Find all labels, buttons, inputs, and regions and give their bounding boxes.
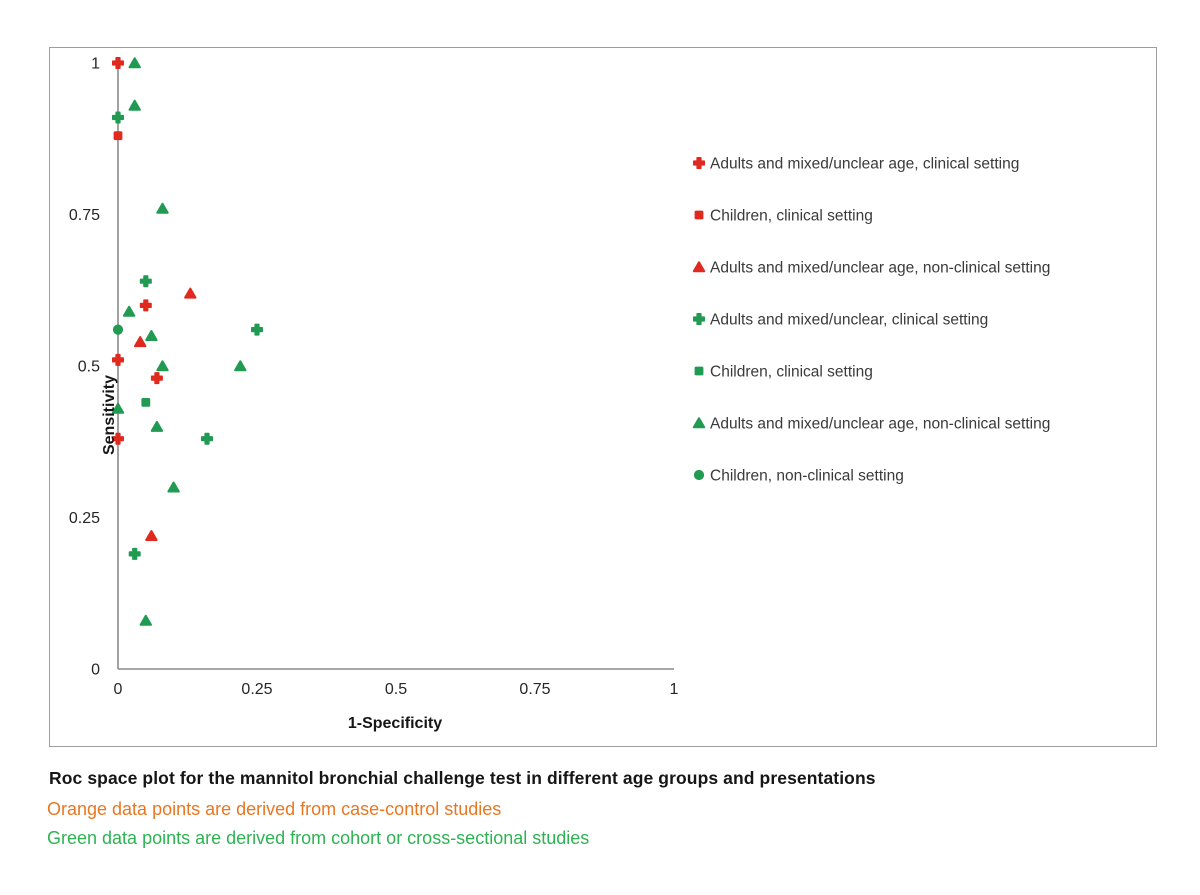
caption-green-note: Green data points are derived from cohor… xyxy=(47,828,590,848)
chart-figure: 0 0.25 0.5 0.75 1 0 0.25 0.5 0.75 1 Adults and mi… xyxy=(49,47,1157,747)
data-point xyxy=(112,324,124,335)
triangle-marker-icon xyxy=(145,530,158,542)
y-tick-label: 0.75 xyxy=(69,207,100,224)
legend-item: Children, clinical setting xyxy=(694,364,873,381)
plus-marker-icon xyxy=(128,547,141,560)
triangle-marker-icon xyxy=(145,330,158,342)
plus-marker-icon xyxy=(693,313,705,325)
data-point xyxy=(141,398,151,407)
x-tick-label: 0.25 xyxy=(241,681,272,698)
circle-marker-icon xyxy=(693,469,705,481)
axes-layer xyxy=(117,63,674,670)
legend-label: Adults and mixed/unclear, clinical setti… xyxy=(710,312,988,329)
legend-item: Children, clinical setting xyxy=(694,208,873,225)
plus-marker-icon xyxy=(139,299,152,312)
roc-scatter-plot: 0 0.25 0.5 0.75 1 0 0.25 0.5 0.75 1 Adults and mi… xyxy=(69,56,1050,733)
data-point xyxy=(150,420,164,432)
legend-item: Adults and mixed/unclear age, clinical s… xyxy=(693,156,1019,173)
y-tick-label: 0.25 xyxy=(69,510,100,527)
triangle-marker-icon xyxy=(150,420,164,432)
triangle-marker-icon xyxy=(128,99,141,111)
triangle-marker-icon xyxy=(167,481,180,493)
legend-label: Children, clinical setting xyxy=(710,364,873,381)
data-point xyxy=(251,323,263,336)
triangle-marker-icon xyxy=(184,287,197,299)
triangle-marker-icon xyxy=(122,305,136,317)
plus-marker-icon xyxy=(112,432,124,445)
x-tick-label: 1 xyxy=(670,681,679,698)
caption-title: Roc space plot for the mannitol bronchia… xyxy=(49,768,876,788)
chart-legend: Adults and mixed/unclear age, clinical s… xyxy=(692,156,1050,485)
legend-label: Adults and mixed/unclear age, non-clinic… xyxy=(710,416,1050,433)
triangle-marker-icon xyxy=(234,360,247,372)
plus-marker-icon xyxy=(693,157,705,169)
data-point xyxy=(156,202,169,214)
data-point xyxy=(234,360,247,372)
data-point xyxy=(201,432,213,445)
caption-orange-note: Orange data points are derived from case… xyxy=(47,799,502,819)
data-point xyxy=(145,330,158,342)
x-tick-label: 0.75 xyxy=(519,681,550,698)
x-tick-label: 0 xyxy=(114,681,123,698)
plus-marker-icon xyxy=(112,57,124,69)
triangle-marker-icon xyxy=(111,402,125,414)
data-point xyxy=(112,353,124,366)
plus-marker-icon xyxy=(201,432,213,445)
x-axis-title: 1-Specificity xyxy=(348,715,442,732)
tick-labels-layer: 0 0.25 0.5 0.75 1 0 0.25 0.5 0.75 1 xyxy=(69,56,679,699)
data-point xyxy=(167,481,180,493)
data-point xyxy=(184,287,197,299)
square-marker-icon xyxy=(113,131,123,141)
data-point xyxy=(113,131,123,141)
data-point xyxy=(112,111,124,124)
legend-item: Adults and mixed/unclear age, non-clinic… xyxy=(692,260,1050,277)
data-point xyxy=(150,372,163,385)
triangle-marker-icon xyxy=(692,417,706,429)
data-point xyxy=(111,402,125,414)
legend-label: Children, non-clinical setting xyxy=(710,468,904,485)
data-point xyxy=(122,305,136,317)
data-point xyxy=(139,614,153,626)
triangle-marker-icon xyxy=(128,57,141,69)
triangle-marker-icon xyxy=(156,360,169,372)
y-tick-label: 0 xyxy=(91,662,100,679)
y-tick-label: 0.5 xyxy=(78,359,100,376)
square-marker-icon xyxy=(694,366,704,376)
legend-label: Children, clinical setting xyxy=(710,208,873,225)
legend-item: Adults and mixed/unclear age, non-clinic… xyxy=(692,416,1050,433)
square-marker-icon xyxy=(694,210,704,220)
data-point xyxy=(133,336,147,348)
x-tick-label: 0.5 xyxy=(385,681,407,698)
circle-marker-icon xyxy=(112,324,124,335)
data-points-layer xyxy=(111,57,263,626)
triangle-marker-icon xyxy=(139,614,153,626)
data-point xyxy=(128,99,141,111)
data-point xyxy=(128,57,141,69)
data-point xyxy=(112,57,124,69)
legend-item: Adults and mixed/unclear, clinical setti… xyxy=(693,312,988,329)
plus-marker-icon xyxy=(112,111,124,124)
y-tick-label: 1 xyxy=(91,56,100,73)
data-point xyxy=(128,547,141,560)
data-point xyxy=(139,299,152,312)
y-axis-title: Sensitivity xyxy=(101,375,118,455)
plus-marker-icon xyxy=(112,353,124,366)
square-marker-icon xyxy=(141,398,151,407)
data-point xyxy=(139,275,152,288)
triangle-marker-icon xyxy=(692,261,706,273)
plus-marker-icon xyxy=(150,372,163,385)
data-point xyxy=(156,360,169,372)
triangle-marker-icon xyxy=(156,202,169,214)
triangle-marker-icon xyxy=(133,336,147,348)
data-point xyxy=(112,432,124,445)
legend-label: Adults and mixed/unclear age, non-clinic… xyxy=(710,260,1050,277)
data-point xyxy=(145,530,158,542)
plus-marker-icon xyxy=(251,323,263,336)
legend-item: Children, non-clinical setting xyxy=(693,468,904,485)
legend-label: Adults and mixed/unclear age, clinical s… xyxy=(710,156,1019,173)
plus-marker-icon xyxy=(139,275,152,288)
